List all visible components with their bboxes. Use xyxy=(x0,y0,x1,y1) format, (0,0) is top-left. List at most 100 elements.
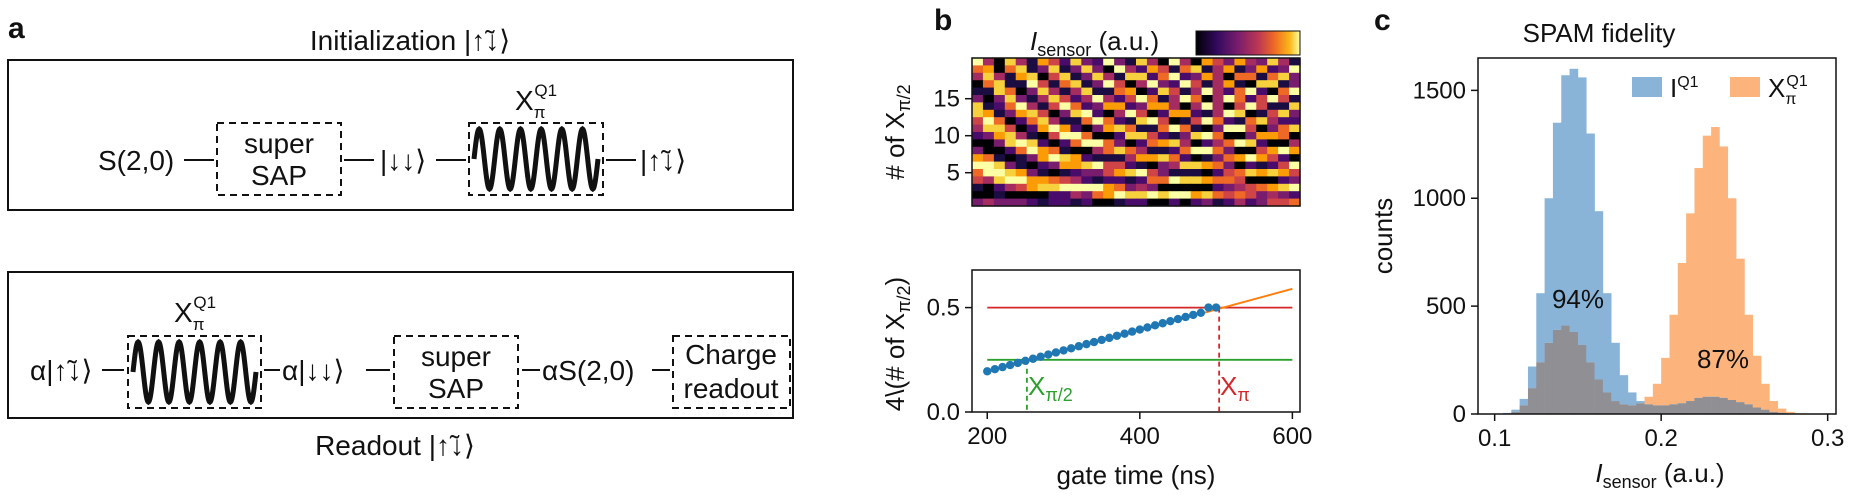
init-gate-label: XπQ1 xyxy=(515,81,557,122)
heatmap-cell xyxy=(1081,154,1093,163)
heatmap-cell xyxy=(1037,161,1050,170)
hist-bar-iq1 xyxy=(1627,392,1637,406)
heatmap-cell xyxy=(1136,72,1148,81)
heatmap-cell xyxy=(1223,58,1235,66)
heatmap-ylabel: # of Xπ/2 xyxy=(880,84,914,179)
heatmap-cell xyxy=(1168,161,1181,170)
heatmap-cell xyxy=(1081,198,1093,207)
heatmap-cell xyxy=(1037,87,1050,96)
heatmap-cell xyxy=(1081,124,1093,133)
heatmap-cell xyxy=(1059,65,1071,74)
data-point xyxy=(1013,358,1022,368)
hist-bar-overlap xyxy=(1561,325,1570,414)
hist-bar-overlap xyxy=(1536,362,1545,414)
heatmap-cell xyxy=(993,132,1006,140)
heatmap-cell xyxy=(1190,72,1203,81)
hist-bar-overlap xyxy=(1727,399,1737,414)
data-point xyxy=(1135,325,1145,334)
heatmap-cell xyxy=(972,124,984,133)
heatmap-cell xyxy=(1289,176,1301,185)
lineplot-ytick-label: 0.5 xyxy=(927,295,960,322)
heatmap-cell xyxy=(1278,161,1290,170)
panel-c-label: c xyxy=(1374,4,1391,37)
histogram-ytick-label: 0 xyxy=(1453,401,1466,428)
heatmap-cell xyxy=(1267,117,1279,126)
heatmap-cell xyxy=(1267,65,1279,74)
heatmap-cell xyxy=(1179,169,1192,177)
heatmap-cell xyxy=(993,146,1006,155)
heatmap-cell xyxy=(1081,117,1093,126)
heatmap-cell xyxy=(1103,87,1115,96)
lineplot-xtick-label: 600 xyxy=(1272,423,1312,450)
heatmap-cell xyxy=(1037,109,1050,118)
heatmap-cell xyxy=(1256,95,1268,103)
heatmap-cell xyxy=(1026,95,1039,103)
heatmap-cell xyxy=(1114,124,1126,133)
heatmap-cell xyxy=(1037,191,1050,200)
heatmap-cell xyxy=(1289,65,1301,74)
heatmap-cell xyxy=(1245,176,1257,185)
heatmap-cell xyxy=(1103,154,1115,163)
heatmap-cell xyxy=(1278,139,1290,148)
heatmap-cell xyxy=(1245,169,1257,177)
heatmap-cell xyxy=(1267,58,1279,66)
heatmap-cell xyxy=(1026,58,1039,66)
heatmap-cell xyxy=(1201,139,1214,148)
heatmap-cell xyxy=(1168,87,1181,96)
heatmap-cell xyxy=(1146,176,1159,185)
heatmap-cell xyxy=(1157,87,1170,96)
heatmap-cell xyxy=(1190,58,1203,66)
heatmap-cell xyxy=(1092,154,1104,163)
heatmap-cell xyxy=(1125,198,1137,207)
heatmap-cell xyxy=(1267,72,1279,81)
heatmap-cell xyxy=(1081,176,1093,185)
heatmap-cell xyxy=(1125,169,1137,177)
heatmap-cell xyxy=(1037,72,1050,81)
heatmap-cell xyxy=(982,72,995,81)
hist-bar-iq1 xyxy=(1594,211,1604,380)
heatmap-cell xyxy=(1157,124,1170,133)
init-start-state: S(2,0) xyxy=(98,145,174,176)
heatmap-cell xyxy=(1070,154,1082,163)
heatmap-cell xyxy=(1004,198,1017,207)
heatmap-cell xyxy=(1289,109,1301,118)
heatmap-cell xyxy=(1059,139,1071,148)
legend-label-xpiq1: XπQ1 xyxy=(1768,73,1808,108)
heatmap-cell xyxy=(1048,80,1061,89)
heatmap-cell xyxy=(1146,139,1159,148)
data-point xyxy=(1204,303,1213,312)
data-point xyxy=(1074,342,1083,351)
heatmap-cell xyxy=(1125,95,1137,103)
heatmap-cell xyxy=(1114,87,1126,96)
heatmap-cell xyxy=(1103,183,1115,192)
heatmap-cell xyxy=(1168,117,1181,126)
heatmap-cell xyxy=(1037,80,1050,89)
heatmap-cell xyxy=(1092,65,1104,74)
heatmap-cell xyxy=(993,176,1006,185)
init-title: Initialization |↑̃↓⟩ xyxy=(310,25,510,56)
data-point xyxy=(1097,335,1106,345)
heatmap-cell xyxy=(1125,183,1137,192)
heatmap-cell xyxy=(982,154,995,163)
lineplot-ylabel: 4\(# of Xπ/2) xyxy=(880,277,914,411)
heatmap-cell xyxy=(1059,102,1071,111)
heatmap-cell xyxy=(1256,154,1268,163)
heatmap-cell xyxy=(1157,102,1170,111)
heatmap-cell xyxy=(1256,161,1268,170)
heatmap-cell xyxy=(1168,65,1181,74)
heatmap-cell xyxy=(1125,117,1137,126)
heatmap-cell xyxy=(1026,65,1039,74)
heatmap-cell xyxy=(1136,139,1148,148)
readout-after-sap-state: αS(2,0) xyxy=(542,355,634,386)
heatmap-cell xyxy=(1136,95,1148,103)
heatmap-cell xyxy=(982,183,995,192)
hist-bar-xpiq1 xyxy=(1727,198,1737,400)
charge-readout-box xyxy=(672,335,791,409)
lineplot-xlabel: gate time (ns) xyxy=(1057,460,1216,490)
readout-gate-label: XπQ1 xyxy=(174,293,216,334)
heatmap-cell xyxy=(1070,183,1082,192)
lineplot-ytick-label: 0.0 xyxy=(927,399,960,426)
heatmap-cell xyxy=(1168,154,1181,163)
heatmap-cell xyxy=(1289,154,1301,163)
heatmap-cell xyxy=(1114,109,1126,118)
